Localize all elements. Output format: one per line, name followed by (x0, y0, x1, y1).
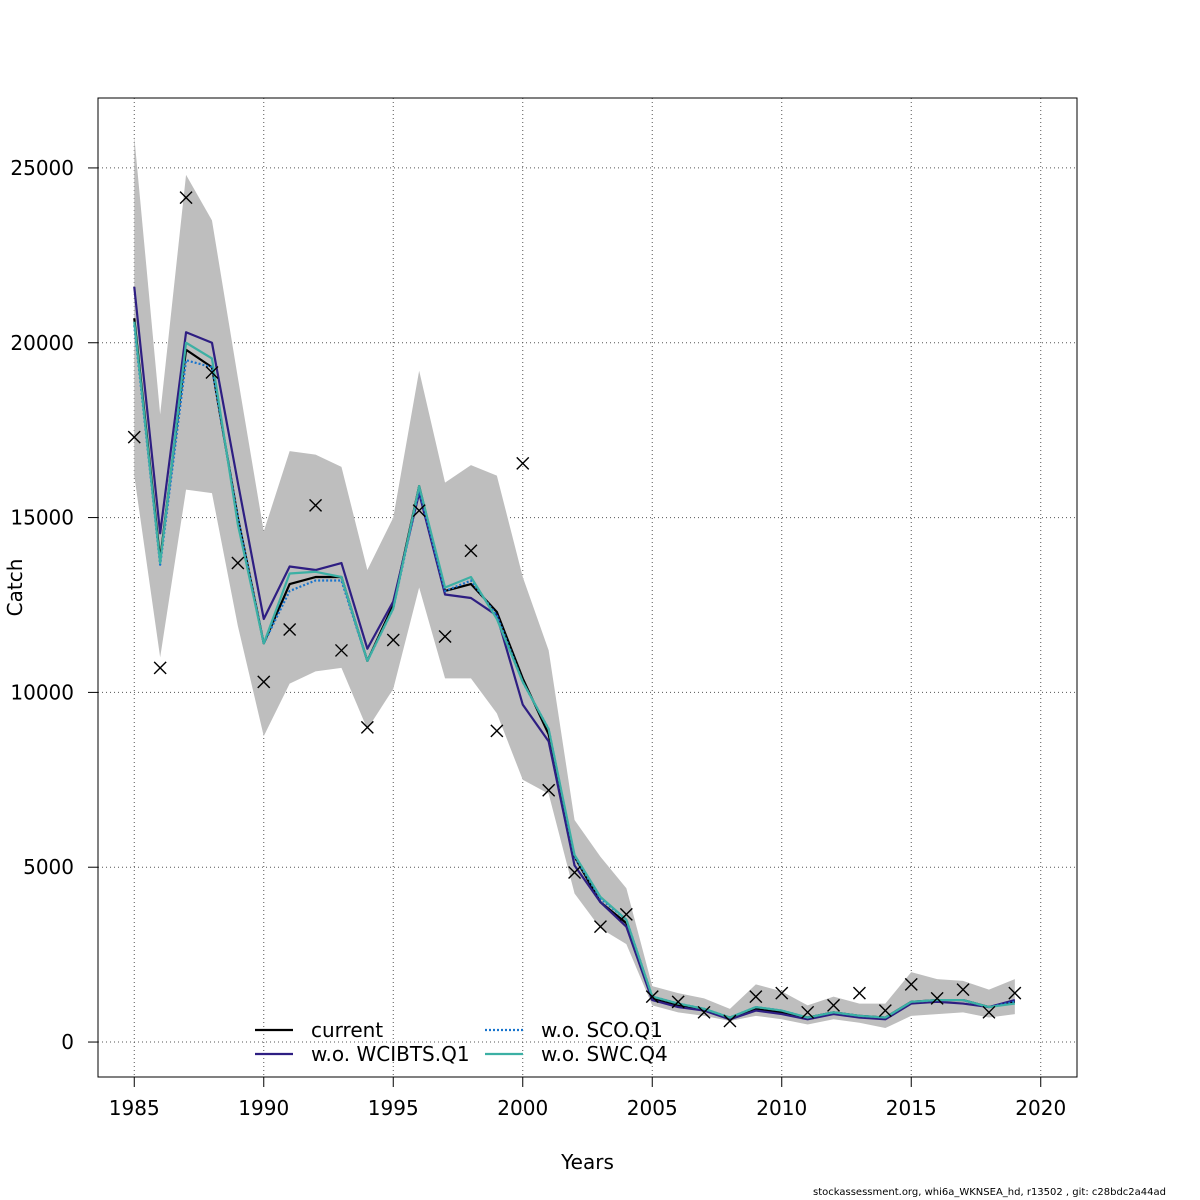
x-axis-title: Years (560, 1150, 614, 1174)
x-tick-label: 1985 (109, 1096, 160, 1120)
series-line-1 (133, 286, 1016, 1021)
observed-point (671, 995, 685, 1009)
y-axis-title: Catch (3, 559, 27, 617)
observed-point (645, 990, 659, 1004)
y-axis: 0 5000 10000 15000 20000 25000 (10, 156, 98, 1054)
footer-credit: stockassessment.org, whi6a_WKNSEA_hd, r1… (813, 1187, 1166, 1198)
x-tick-label: 2010 (756, 1096, 807, 1120)
observed-point (283, 622, 297, 636)
legend-item-0: current (255, 1018, 383, 1042)
observed-point (309, 498, 323, 512)
observed-point (205, 365, 219, 379)
observed-point (568, 865, 582, 879)
observed-point (153, 661, 167, 675)
confidence-band (134, 136, 1015, 1029)
observed-point (360, 720, 374, 734)
x-tick-label: 2015 (886, 1096, 937, 1120)
legend-label: w.o. WCIBTS.Q1 (311, 1042, 470, 1066)
observed-point (827, 998, 841, 1012)
confidence-band-area (134, 136, 1015, 1029)
observed-point (490, 724, 504, 738)
x-axis: 1985 1990 1995 2000 2005 2010 2015 2020 (109, 1077, 1066, 1120)
observed-point (542, 783, 556, 797)
observed-point (956, 983, 970, 997)
x-tick-label: 2000 (497, 1096, 548, 1120)
y-tick-label: 20000 (10, 331, 74, 355)
observed-point (231, 556, 245, 570)
observed-point (516, 456, 530, 470)
series-lines (133, 286, 1016, 1021)
observed-point (257, 675, 271, 689)
observed-point (878, 1004, 892, 1018)
y-tick-label: 25000 (10, 156, 74, 180)
x-tick-label: 2005 (627, 1096, 678, 1120)
x-tick-label: 2020 (1015, 1096, 1066, 1120)
y-tick-label: 10000 (10, 680, 74, 704)
y-tick-label: 15000 (10, 506, 74, 530)
observed-point (697, 1005, 711, 1019)
observed-point (386, 633, 400, 647)
legend-label: w.o. SCO.Q1 (541, 1018, 663, 1042)
observed-point (749, 990, 763, 1004)
observed-point (179, 191, 193, 205)
legend-item-2: w.o. SCO.Q1 (485, 1018, 663, 1042)
series-line-3 (133, 321, 1015, 1019)
observed-point (127, 430, 141, 444)
y-tick-label: 0 (61, 1030, 74, 1054)
legend-item-1: w.o. WCIBTS.Q1 (255, 1042, 470, 1066)
observed-point (930, 991, 944, 1005)
observed-point (334, 643, 348, 657)
x-tick-label: 1995 (368, 1096, 419, 1120)
observed-point (619, 907, 633, 921)
legend-label: current (311, 1018, 383, 1042)
observed-point (801, 1005, 815, 1019)
observed-point (852, 986, 866, 1000)
x-tick-label: 1990 (238, 1096, 289, 1120)
observed-points (127, 191, 1022, 1028)
observed-point (904, 977, 918, 991)
observed-point (438, 629, 452, 643)
legend-label: w.o. SWC.Q4 (541, 1042, 668, 1066)
observed-point (1008, 986, 1022, 1000)
observed-point (593, 920, 607, 934)
y-tick-label: 5000 (23, 855, 74, 879)
observed-point (775, 986, 789, 1000)
plot-frame (97, 97, 1078, 1078)
observed-point (982, 1005, 996, 1019)
observed-point (412, 504, 426, 518)
legend-item-3: w.o. SWC.Q4 (485, 1042, 668, 1066)
observed-point (464, 544, 478, 558)
observed-point (723, 1014, 737, 1028)
